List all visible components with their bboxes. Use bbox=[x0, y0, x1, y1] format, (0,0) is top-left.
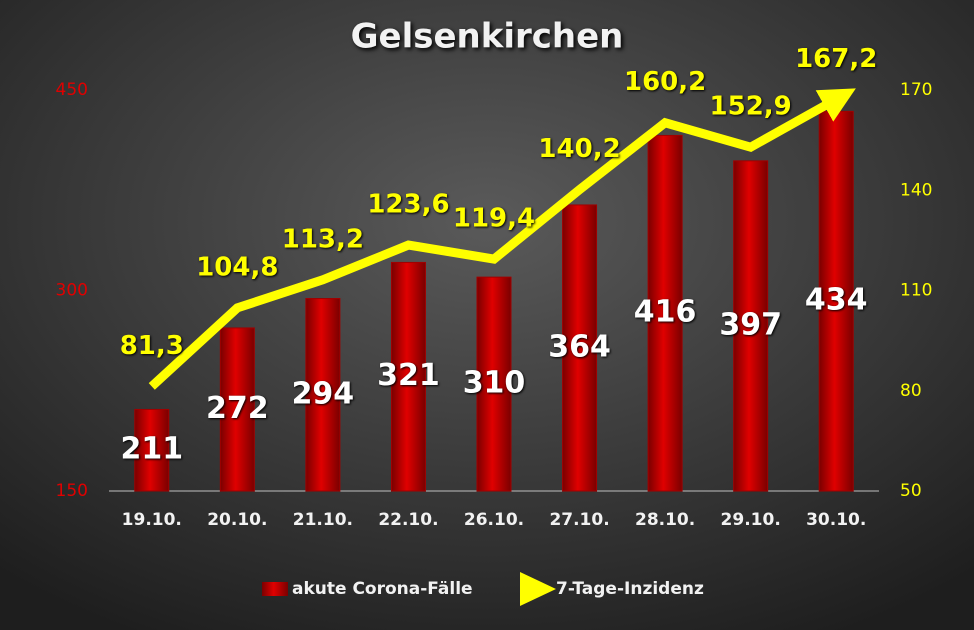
line-value-label: 123,6 bbox=[367, 190, 449, 220]
y-tick-label: 450 bbox=[56, 80, 88, 100]
bar-value-label: 272 bbox=[206, 391, 269, 426]
x-tick-label: 26.10. bbox=[464, 510, 524, 530]
line-value-label: 152,9 bbox=[710, 92, 792, 122]
bar bbox=[219, 327, 255, 492]
x-tick-label: 28.10. bbox=[635, 510, 695, 530]
bar bbox=[390, 261, 426, 492]
bar bbox=[305, 298, 341, 492]
y2-tick-label: 170 bbox=[900, 80, 932, 100]
line-value-label: 113,2 bbox=[282, 224, 364, 254]
bar bbox=[476, 276, 512, 492]
y2-tick-label: 50 bbox=[900, 481, 922, 501]
bar bbox=[733, 160, 769, 492]
bar-value-label: 397 bbox=[719, 307, 782, 342]
legend-label: 7-Tage-Inzidenz bbox=[556, 579, 704, 599]
y2-tick-label: 80 bbox=[900, 381, 922, 401]
bar bbox=[134, 408, 170, 492]
y-tick-label: 300 bbox=[56, 281, 88, 301]
bar-value-label: 364 bbox=[548, 329, 611, 364]
x-tick-label: 19.10. bbox=[122, 510, 182, 530]
y2-tick-label: 110 bbox=[900, 281, 932, 301]
bar bbox=[647, 134, 683, 492]
legend-swatch bbox=[262, 582, 288, 596]
line-value-label: 119,4 bbox=[453, 204, 535, 234]
chart-title: Gelsenkirchen bbox=[351, 17, 624, 57]
legend-label: akute Corona-Fälle bbox=[292, 579, 473, 599]
bar-value-label: 434 bbox=[805, 283, 868, 318]
line-value-label: 160,2 bbox=[624, 67, 706, 97]
bar bbox=[562, 204, 598, 492]
x-tick-label: 22.10. bbox=[378, 510, 438, 530]
line-value-label: 167,2 bbox=[795, 44, 877, 74]
y-tick-label: 150 bbox=[56, 481, 88, 501]
x-tick-label: 30.10. bbox=[806, 510, 866, 530]
line-value-label: 81,3 bbox=[120, 331, 184, 361]
x-tick-label: 20.10. bbox=[207, 510, 267, 530]
x-tick-label: 27.10. bbox=[549, 510, 609, 530]
bar-value-label: 294 bbox=[292, 376, 355, 411]
y2-tick-label: 140 bbox=[900, 180, 932, 200]
line bbox=[148, 88, 856, 390]
bar-value-label: 310 bbox=[463, 366, 526, 401]
line-value-label: 104,8 bbox=[196, 252, 278, 282]
bar-value-label: 416 bbox=[634, 295, 697, 330]
line-value-label: 140,2 bbox=[538, 134, 620, 164]
legend-swatch bbox=[520, 572, 556, 606]
x-tick-label: 21.10. bbox=[293, 510, 353, 530]
bar bbox=[818, 110, 854, 492]
bar-value-label: 211 bbox=[120, 432, 183, 467]
x-tick-label: 29.10. bbox=[721, 510, 781, 530]
bar-value-label: 321 bbox=[377, 358, 440, 393]
